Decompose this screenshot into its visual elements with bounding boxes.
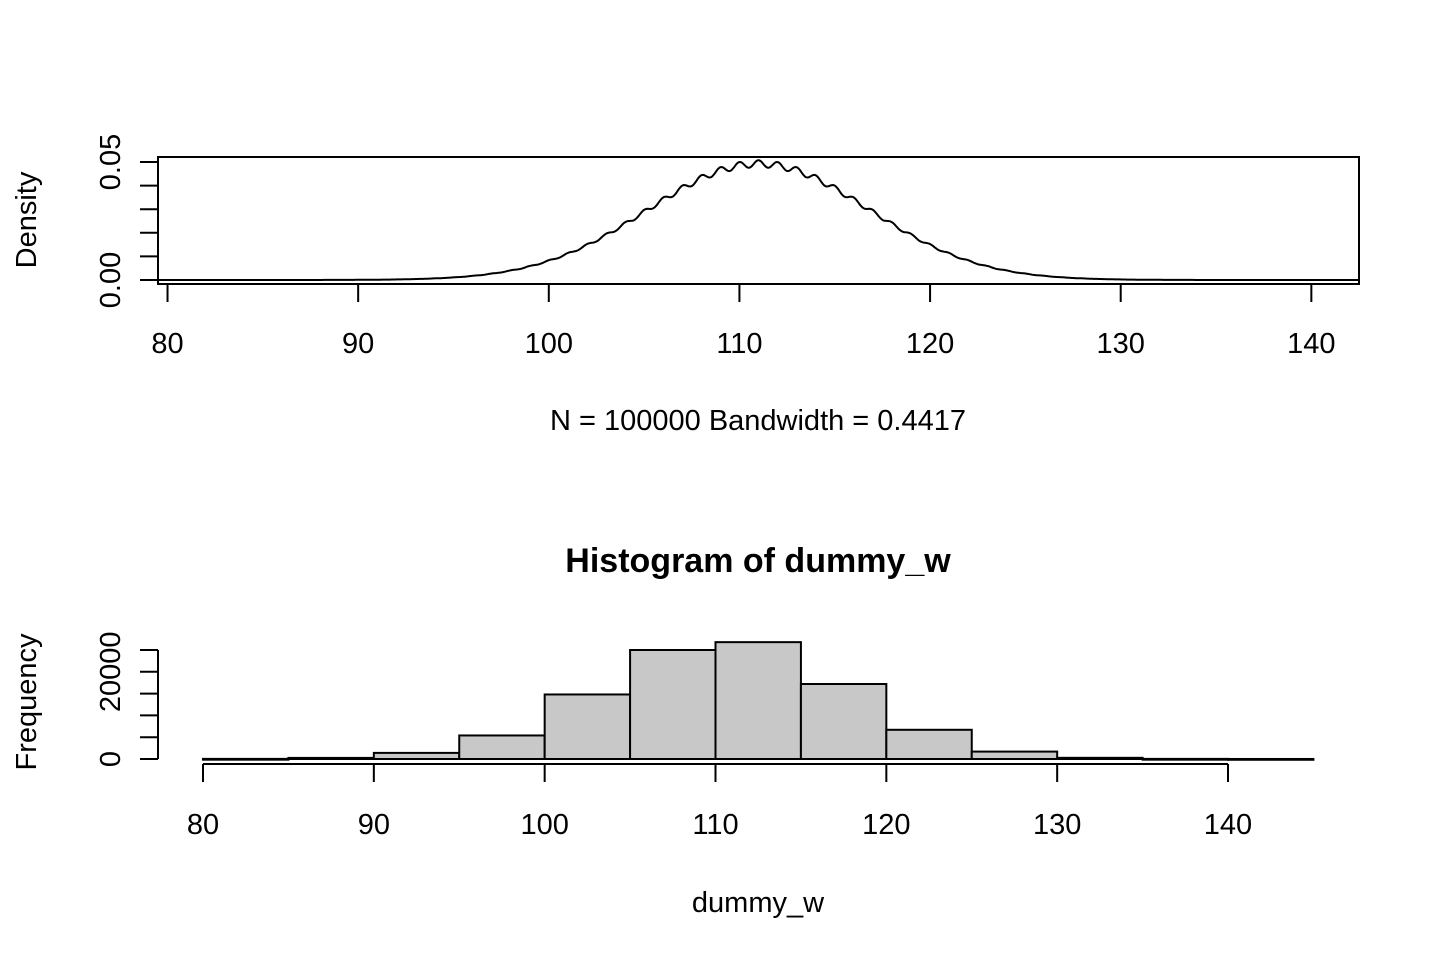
histogram-bar — [458, 734, 546, 760]
histogram-y-tick-label: 0 — [95, 751, 127, 767]
histogram-bar — [799, 683, 888, 760]
histogram-title: Histogram of dummy_w — [565, 542, 951, 580]
histogram-y-label: Frequency — [11, 633, 43, 771]
histogram-x-tick-label: 140 — [1204, 809, 1252, 841]
histogram-x-label: dummy_w — [692, 887, 825, 919]
histogram-y-tick-label: 20000 — [95, 631, 127, 712]
density-x-tick-label: 140 — [1287, 328, 1335, 360]
density-x-tick-label: 80 — [151, 328, 183, 360]
histogram-bar — [714, 641, 802, 760]
density-y-tick-label: 0.00 — [95, 252, 127, 308]
density-y-axis: 0.00 0.05 — [95, 134, 159, 308]
histogram-x-tick-label: 80 — [187, 809, 219, 841]
density-y-tick-label: 0.05 — [95, 134, 127, 190]
density-panel: 80 90 100 110 120 130 140 0.00 0.05 N = 100000 … — [11, 134, 1360, 437]
density-curve — [158, 159, 1359, 281]
density-x-tick-label: 110 — [716, 328, 762, 360]
histogram-x-tick-label: 130 — [1033, 809, 1081, 841]
density-x-tick-label: 130 — [1097, 328, 1145, 360]
density-x-label: N = 100000 Bandwidth = 0.4417 — [550, 405, 966, 437]
histogram-panel: Histogram of dummy_w 80 90 100 110 120 130 140… — [11, 542, 1315, 919]
histogram-bar — [543, 693, 632, 760]
histogram-x-tick-label: 100 — [520, 809, 568, 841]
density-x-tick-label: 100 — [525, 328, 573, 360]
histogram-x-tick-label: 90 — [358, 809, 390, 841]
histogram-bar — [970, 750, 1059, 761]
density-x-tick-label: 90 — [342, 328, 374, 360]
density-x-axis: 80 90 100 110 120 130 140 — [151, 283, 1336, 360]
histogram-x-tick-label: 120 — [862, 809, 910, 841]
histogram-x-tick-label: 110 — [692, 809, 738, 841]
density-y-label: Density — [11, 171, 43, 268]
density-x-tick-label: 120 — [906, 328, 954, 360]
histogram-bars — [202, 641, 1315, 761]
histogram-x-axis: 80 90 100 110 120 130 140 — [187, 763, 1252, 841]
histogram-y-axis: 0 20000 — [95, 631, 159, 767]
density-plot-box — [157, 156, 1360, 285]
histogram-bar — [885, 728, 973, 761]
histogram-bar — [629, 649, 717, 760]
